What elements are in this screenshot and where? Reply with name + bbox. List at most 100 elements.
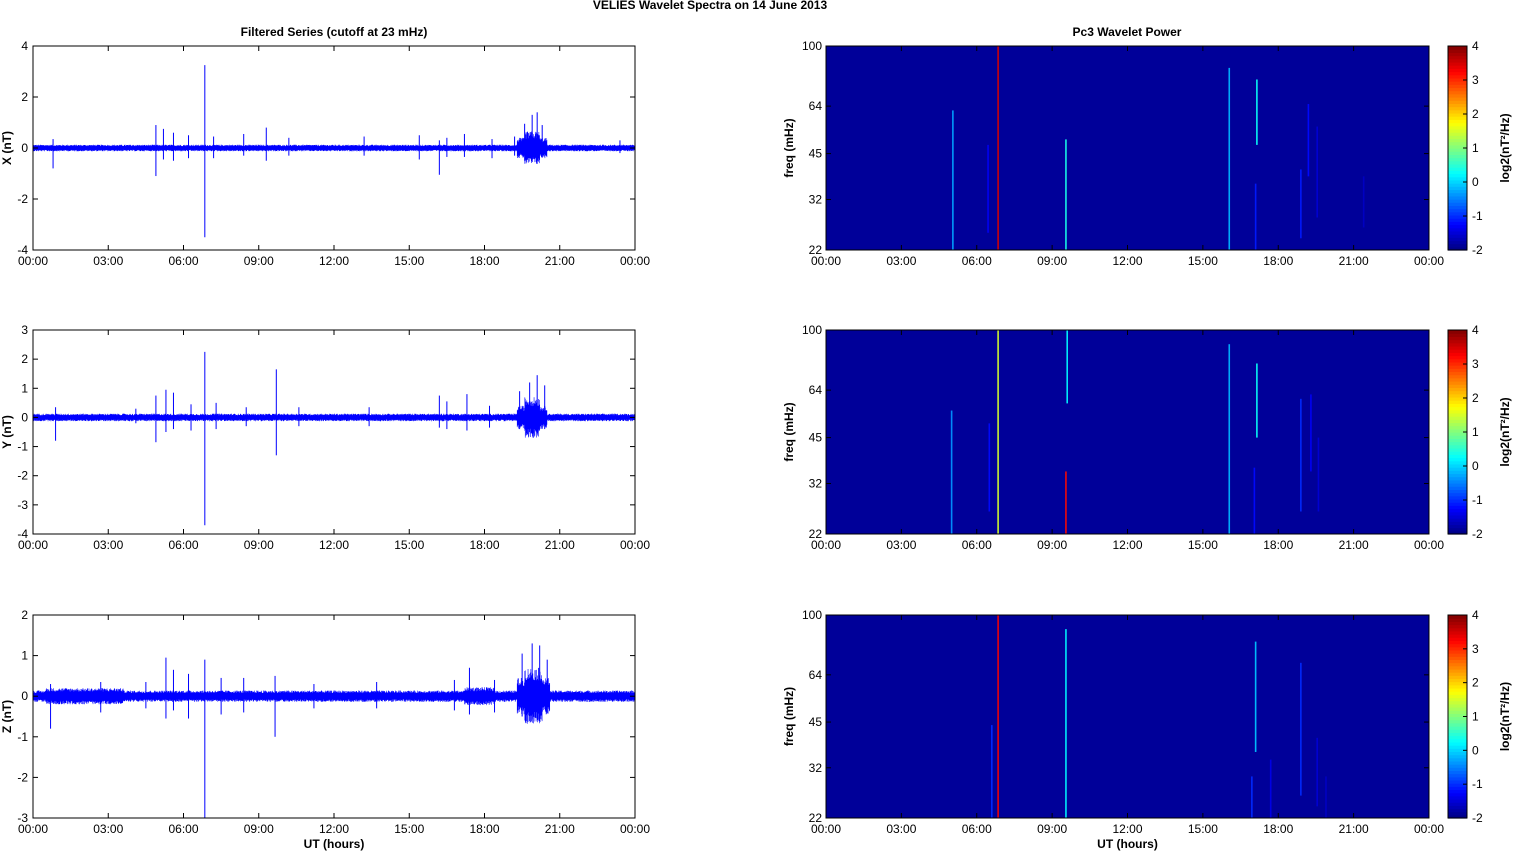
filtered-y-y-axis-label: Y (nT) — [0, 415, 14, 449]
pc3-power-3-colorbar-step — [1448, 738, 1467, 743]
pc3-power-1-colorbar-step — [1448, 208, 1467, 213]
pc3-power-1-x-tick-label: 21:00 — [1339, 254, 1369, 268]
pc3-power-1-colorbar-step — [1448, 176, 1467, 181]
pc3-power-1-power-streak — [1307, 104, 1310, 177]
pc3-power-1-colorbar-tick-label: 3 — [1472, 73, 1479, 87]
pc3-power-2-power-streak — [1310, 394, 1312, 472]
pc3-power-1-colorbar-step — [1448, 46, 1467, 50]
pc3-power-2-x-tick-label: 12:00 — [1112, 538, 1142, 552]
pc3-power-3-y-tick-label: 64 — [809, 668, 823, 682]
pc3-power-2-colorbar-step — [1448, 454, 1467, 459]
pc3-power-3-power-streak — [991, 725, 993, 818]
pc3-power-2-colorbar-step — [1448, 387, 1467, 392]
pc3-power-1-colorbar-step — [1448, 170, 1467, 175]
pc3-power-3-colorbar-step — [1448, 732, 1467, 737]
pc3-power-2-colorbar-tick-label: 1 — [1472, 425, 1479, 439]
filtered-z-x-axis-label: UT (hours) — [304, 837, 365, 851]
pc3-power-3-colorbar-step — [1448, 814, 1467, 819]
pc3-power-2-colorbar-step — [1448, 467, 1467, 471]
pc3-power-3-x-tick-label: 18:00 — [1263, 822, 1293, 836]
pc3-power-2-colorbar-step — [1448, 400, 1467, 404]
pc3-power-1-colorbar-step — [1448, 234, 1467, 238]
pc3-power-2-colorbar: -2 -1 0 1 2 3 4 log2(nT²/Hz) — [1447, 323, 1512, 541]
pc3-power-3-colorbar-step — [1448, 735, 1467, 740]
pc3-power-2-colorbar-step — [1448, 393, 1467, 398]
pc3-power-3-y-tick-label: 45 — [809, 715, 823, 729]
pc3-power-3-colorbar-step — [1448, 624, 1467, 629]
pc3-power-2-colorbar-step — [1448, 521, 1467, 526]
pc3-power-1-x-tick-label: 00:00 — [811, 254, 841, 268]
filtered-x-x-tick-label: 12:00 — [319, 254, 349, 268]
pc3-power-3-colorbar-step — [1448, 656, 1467, 661]
pc3-power-3-power-streak — [1269, 759, 1272, 818]
pc3-power-2-colorbar-step — [1448, 374, 1467, 379]
pc3-power-1-colorbar-step — [1448, 179, 1467, 184]
filtered-y-y-tick-label: 2 — [21, 352, 28, 366]
pc3-power-3-colorbar-tick-label: 3 — [1472, 642, 1479, 656]
pc3-power-2-colorbar-step — [1448, 355, 1467, 360]
pc3-power-1-colorbar-step — [1448, 230, 1467, 235]
pc3-power-1-colorbar-step — [1448, 135, 1467, 140]
pc3-power-2-colorbar-step — [1448, 483, 1467, 487]
filtered-z-x-tick-label: 15:00 — [394, 822, 424, 836]
pc3-power-2-y-tick-label: 45 — [809, 431, 823, 445]
filtered-y-x-tick-label: 06:00 — [168, 538, 198, 552]
filtered-z-plot-area — [33, 615, 635, 818]
pc3-power-3-power-background — [826, 615, 1429, 818]
figure-title: VELIES Wavelet Spectra on 14 June 2013 — [593, 0, 828, 12]
pc3-power-3-power-streak — [1251, 776, 1253, 818]
left-column-title: Filtered Series (cutoff at 23 mHz) — [241, 25, 428, 39]
filtered-z-x-tick-label: 09:00 — [244, 822, 274, 836]
pc3-power-1-colorbar-step — [1448, 214, 1467, 219]
pc3-power-3-colorbar-step — [1448, 618, 1467, 622]
pc3-power-2-colorbar-step — [1448, 336, 1467, 341]
pc3-power-1-colorbar-step — [1448, 81, 1467, 85]
pc3-power-1-colorbar-tick-label: 2 — [1472, 107, 1479, 121]
filtered-z-y-tick-label: 2 — [21, 608, 28, 622]
pc3-power-1-colorbar-step — [1448, 189, 1467, 194]
pc3-power-3-colorbar-step — [1448, 770, 1467, 775]
filtered-y-panel: -4 -3 -2 -1 0 1 2 3 Y (nT) 00:00 03:00 06:00 09:00 12… — [0, 323, 650, 552]
pc3-power-2-power-streak — [1256, 363, 1258, 438]
panels: -4 -2 0 2 4 X (nT) 00:00 03:00 06:00 09:00 12:00 15… — [0, 39, 1512, 851]
pc3-power-3-colorbar-step — [1448, 795, 1467, 800]
pc3-power-3-colorbar-label: log2(nT²/Hz) — [1498, 682, 1512, 751]
pc3-power-2-colorbar-step — [1448, 502, 1467, 506]
pc3-power-2-colorbar-step — [1448, 428, 1467, 433]
pc3-power-1-colorbar-step — [1448, 183, 1467, 187]
pc3-power-3-colorbar-step — [1448, 646, 1467, 651]
pc3-power-3-power-streak — [1316, 737, 1318, 807]
pc3-power-3-colorbar-tick-label: 4 — [1472, 608, 1479, 622]
pc3-power-3-colorbar-step — [1448, 767, 1467, 772]
pc3-power-1-colorbar-step — [1448, 151, 1467, 155]
pc3-power-1-colorbar-step — [1448, 240, 1467, 245]
pc3-power-1-colorbar-step — [1448, 173, 1467, 178]
pc3-power-3-colorbar-step — [1448, 627, 1467, 632]
pc3-power-2-colorbar-step — [1448, 438, 1467, 443]
pc3-power-1-colorbar-step — [1448, 237, 1467, 242]
pc3-power-2-colorbar-step — [1448, 381, 1467, 385]
filtered-z-y-tick-label: -2 — [17, 770, 28, 784]
pc3-power-3-colorbar-step — [1448, 764, 1467, 768]
pc3-power-2-x-tick-label: 21:00 — [1339, 538, 1369, 552]
pc3-power-3-power-streak — [1300, 662, 1302, 796]
filtered-z-x-tick-label: 12:00 — [319, 822, 349, 836]
pc3-power-1-x-tick-label: 18:00 — [1263, 254, 1293, 268]
filtered-x-x-tick-label: 03:00 — [93, 254, 123, 268]
pc3-power-2-colorbar-step — [1448, 527, 1467, 532]
pc3-power-2-colorbar-step — [1448, 358, 1467, 363]
pc3-power-1-colorbar-step — [1448, 116, 1467, 120]
pc3-power-2-colorbar-step — [1448, 463, 1467, 468]
pc3-power-2-colorbar-step — [1448, 330, 1467, 334]
pc3-power-2-colorbar-tick-label: 2 — [1472, 391, 1479, 405]
pc3-power-1-colorbar-step — [1448, 52, 1467, 57]
filtered-z-x-tick-label: 18:00 — [469, 822, 499, 836]
filtered-x-x-tick-label: 06:00 — [168, 254, 198, 268]
pc3-power-1-power-streak — [1254, 183, 1257, 250]
pc3-power-1-colorbar-step — [1448, 186, 1467, 191]
pc3-power-3-colorbar-step — [1448, 634, 1467, 638]
filtered-y-x-tick-label: 18:00 — [469, 538, 499, 552]
pc3-power-3-x-tick-label: 15:00 — [1188, 822, 1218, 836]
pc3-power-1-colorbar-step — [1448, 106, 1467, 111]
pc3-power-3-colorbar-step — [1448, 789, 1467, 794]
